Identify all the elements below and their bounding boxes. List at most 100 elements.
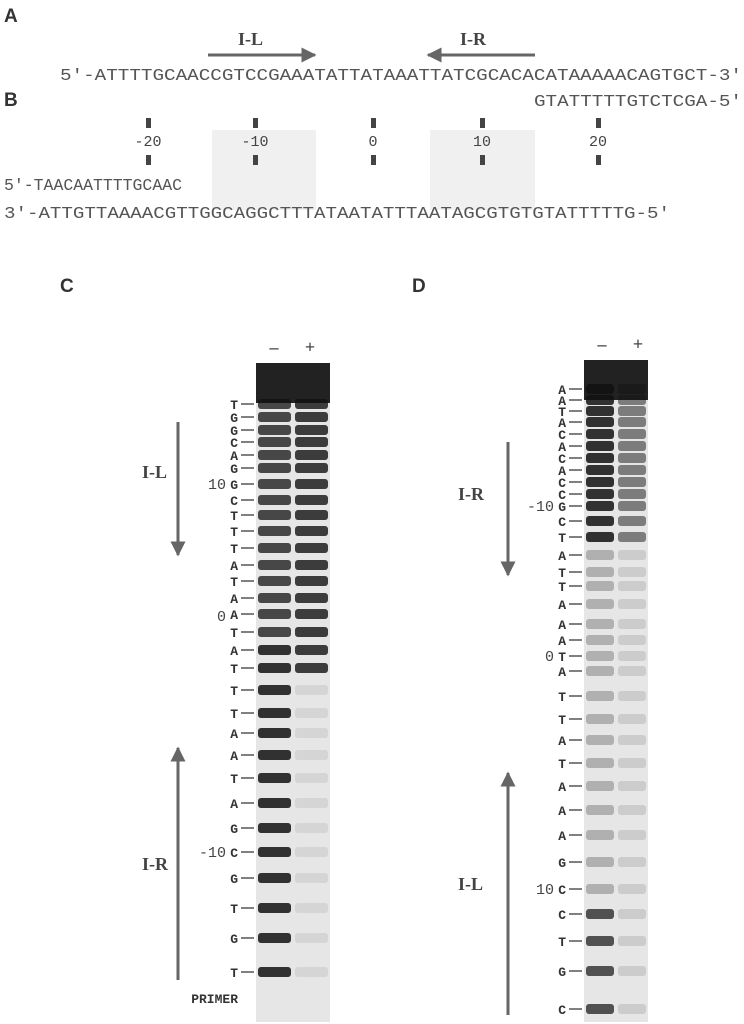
band [586, 691, 614, 701]
band [258, 750, 291, 760]
base-label: G [558, 856, 566, 871]
base-label: T [230, 575, 238, 590]
band [618, 417, 646, 427]
figure: A I-L I-R 5'-ATTTTGCAACCGTCCGAAATATTATAA… [0, 0, 744, 1024]
base-label: A [558, 618, 566, 633]
base-label: A [558, 598, 566, 613]
tick [596, 155, 601, 165]
base-label: T [558, 580, 566, 595]
band [618, 429, 646, 439]
base-label: A [230, 559, 238, 574]
band [586, 417, 614, 427]
band [618, 830, 646, 840]
band [618, 516, 646, 526]
base-label: T [558, 713, 566, 728]
band [618, 619, 646, 629]
band [618, 1004, 646, 1014]
band [258, 663, 291, 673]
lane-label: – [597, 334, 608, 354]
band [618, 501, 646, 511]
base-label: T [558, 690, 566, 705]
band [586, 805, 614, 815]
band [258, 463, 291, 473]
band [586, 1004, 614, 1014]
base-label: G [230, 462, 238, 477]
position-label: 0 [368, 134, 377, 151]
base-label: G [558, 965, 566, 980]
panel-label: A [4, 6, 18, 27]
tick [253, 155, 258, 165]
base-label: T [230, 509, 238, 524]
band [258, 708, 291, 718]
band [258, 560, 291, 570]
tick [146, 118, 151, 128]
band [618, 635, 646, 645]
panel-label: C [60, 276, 74, 297]
band [258, 543, 291, 553]
base-label: A [558, 829, 566, 844]
base-label: G [558, 500, 566, 515]
band [258, 526, 291, 536]
band [586, 635, 614, 645]
tick [371, 155, 376, 165]
base-label: G [230, 932, 238, 947]
position-label: -10 [241, 134, 268, 151]
band [618, 936, 646, 946]
band [258, 685, 291, 695]
tick [596, 118, 601, 128]
band [295, 645, 328, 655]
band [258, 823, 291, 833]
band [586, 599, 614, 609]
position-marker: 0 [217, 609, 226, 626]
band [586, 666, 614, 676]
band [618, 966, 646, 976]
band [586, 567, 614, 577]
band [295, 593, 328, 603]
band [258, 399, 291, 409]
band [586, 532, 614, 542]
band [295, 560, 328, 570]
arrow-label: I-R [458, 484, 485, 504]
band [258, 903, 291, 913]
band [295, 479, 328, 489]
base-label: G [230, 478, 238, 493]
band [258, 593, 291, 603]
band [258, 627, 291, 637]
base-label: C [558, 515, 566, 530]
base-label: A [558, 634, 566, 649]
band [586, 441, 614, 451]
band [586, 758, 614, 768]
band [618, 406, 646, 416]
band [586, 714, 614, 724]
base-label: T [230, 542, 238, 557]
lane-label: – [269, 337, 280, 357]
band [618, 909, 646, 919]
band [586, 550, 614, 560]
band [258, 450, 291, 460]
band [586, 395, 614, 405]
band [295, 543, 328, 553]
position-marker: 10 [536, 882, 554, 899]
band [586, 384, 614, 394]
band [618, 465, 646, 475]
base-label: G [230, 822, 238, 837]
base-label: C [558, 883, 566, 898]
band [618, 453, 646, 463]
band [258, 773, 291, 783]
base-label: T [558, 566, 566, 581]
band [586, 830, 614, 840]
band [258, 798, 291, 808]
band [618, 477, 646, 487]
band [258, 873, 291, 883]
band [586, 651, 614, 661]
band [295, 798, 328, 808]
base-label: A [558, 665, 566, 680]
band [586, 501, 614, 511]
band [258, 933, 291, 943]
band [295, 773, 328, 783]
band [586, 453, 614, 463]
band [586, 857, 614, 867]
band [295, 847, 328, 857]
base-label: A [230, 749, 238, 764]
band [295, 450, 328, 460]
